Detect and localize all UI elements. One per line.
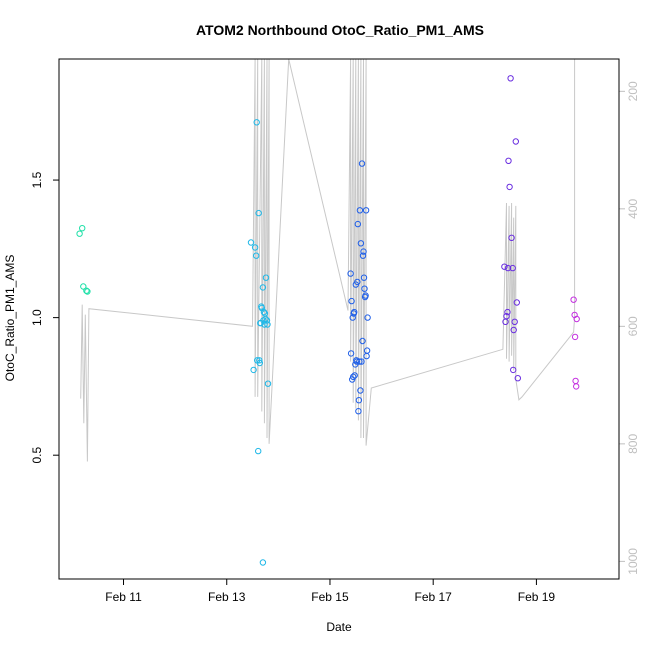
data-point [512,138,519,145]
data-point [509,264,516,272]
data-point [253,119,260,126]
data-point [510,326,517,334]
data-point [359,252,367,259]
data-point [351,308,358,316]
data-point [504,264,512,272]
data-point [352,361,359,368]
data-point [506,183,513,191]
data-point [572,377,579,385]
data-point [79,225,86,232]
y2-tick-label: 800 [626,434,640,454]
data-point [362,292,369,299]
data-point [347,350,355,357]
data-point [511,318,518,325]
data-point [514,375,521,382]
data-point [356,207,364,214]
data-point [573,383,580,390]
x-tick-label: Feb 15 [311,590,349,604]
data-point [503,313,510,320]
data-point [507,75,514,82]
x-tick-label: Feb 17 [415,590,453,604]
data-point [347,270,354,277]
data-point [504,308,511,316]
x-tick-label: Feb 13 [208,590,246,604]
data-point [261,310,269,317]
data-point [348,297,355,305]
y2-tick-label: 1000 [626,548,640,575]
data-point [361,285,368,292]
data-point [262,274,270,281]
data-point [359,337,366,345]
data-point [363,352,370,360]
data-point [264,380,272,387]
data-point [76,230,83,237]
data-point [358,160,366,167]
data-point [364,314,371,321]
data-point [84,288,91,295]
y-tick-label: 1.5 [30,171,44,188]
x-axis-label: Date [326,620,352,634]
data-point [251,244,259,251]
data-point [263,317,271,324]
data-point [354,278,361,286]
y-axis-label: OtoC_Ratio_PM1_AMS [3,255,17,382]
data-point [355,397,363,404]
data-point [250,366,257,374]
plot-frame [58,58,620,580]
secondary-trace [80,58,576,462]
data-point [259,559,267,566]
data-point [260,308,268,316]
data-point [355,408,362,415]
data-points [76,75,580,566]
data-point [510,366,517,374]
data-point [513,299,520,306]
data-point [358,358,365,365]
data-point [571,333,579,341]
data-point [350,373,357,380]
data-point [83,287,90,294]
y2-tick-label: 200 [626,81,640,101]
axes: Feb 11 Feb 13 Feb 15 Feb 17 Feb 19 0.5 1.0 1.5 2… [30,81,640,604]
data-point [505,157,512,165]
data-point [354,220,361,228]
chart-title: ATOM2 Northbound OtoC_Ratio_PM1_AMS [196,22,484,38]
data-point [255,447,262,455]
data-point [501,263,508,270]
data-point [508,234,515,242]
data-point [357,387,364,394]
data-point [247,239,255,246]
y2-tick-label: 600 [626,316,640,336]
data-point [258,303,265,310]
y2-tick-label: 400 [626,198,640,218]
data-point [363,347,371,354]
data-point [257,319,264,327]
data-point [80,283,87,290]
data-point [255,209,262,217]
data-point [259,284,267,291]
x-tick-label: Feb 19 [518,590,556,604]
data-point [256,357,263,364]
data-point [264,321,271,328]
data-point [360,274,368,281]
data-point [573,315,580,323]
data-point [254,357,261,364]
y-tick-label: 0.5 [30,447,44,464]
data-point [357,240,365,247]
data-point [570,296,577,303]
x-tick-label: Feb 11 [105,590,142,604]
data-point [360,248,367,255]
data-point [253,252,260,259]
secondary-trace-line [80,58,576,462]
data-point [362,207,370,214]
y-tick-label: 1.0 [30,309,44,326]
